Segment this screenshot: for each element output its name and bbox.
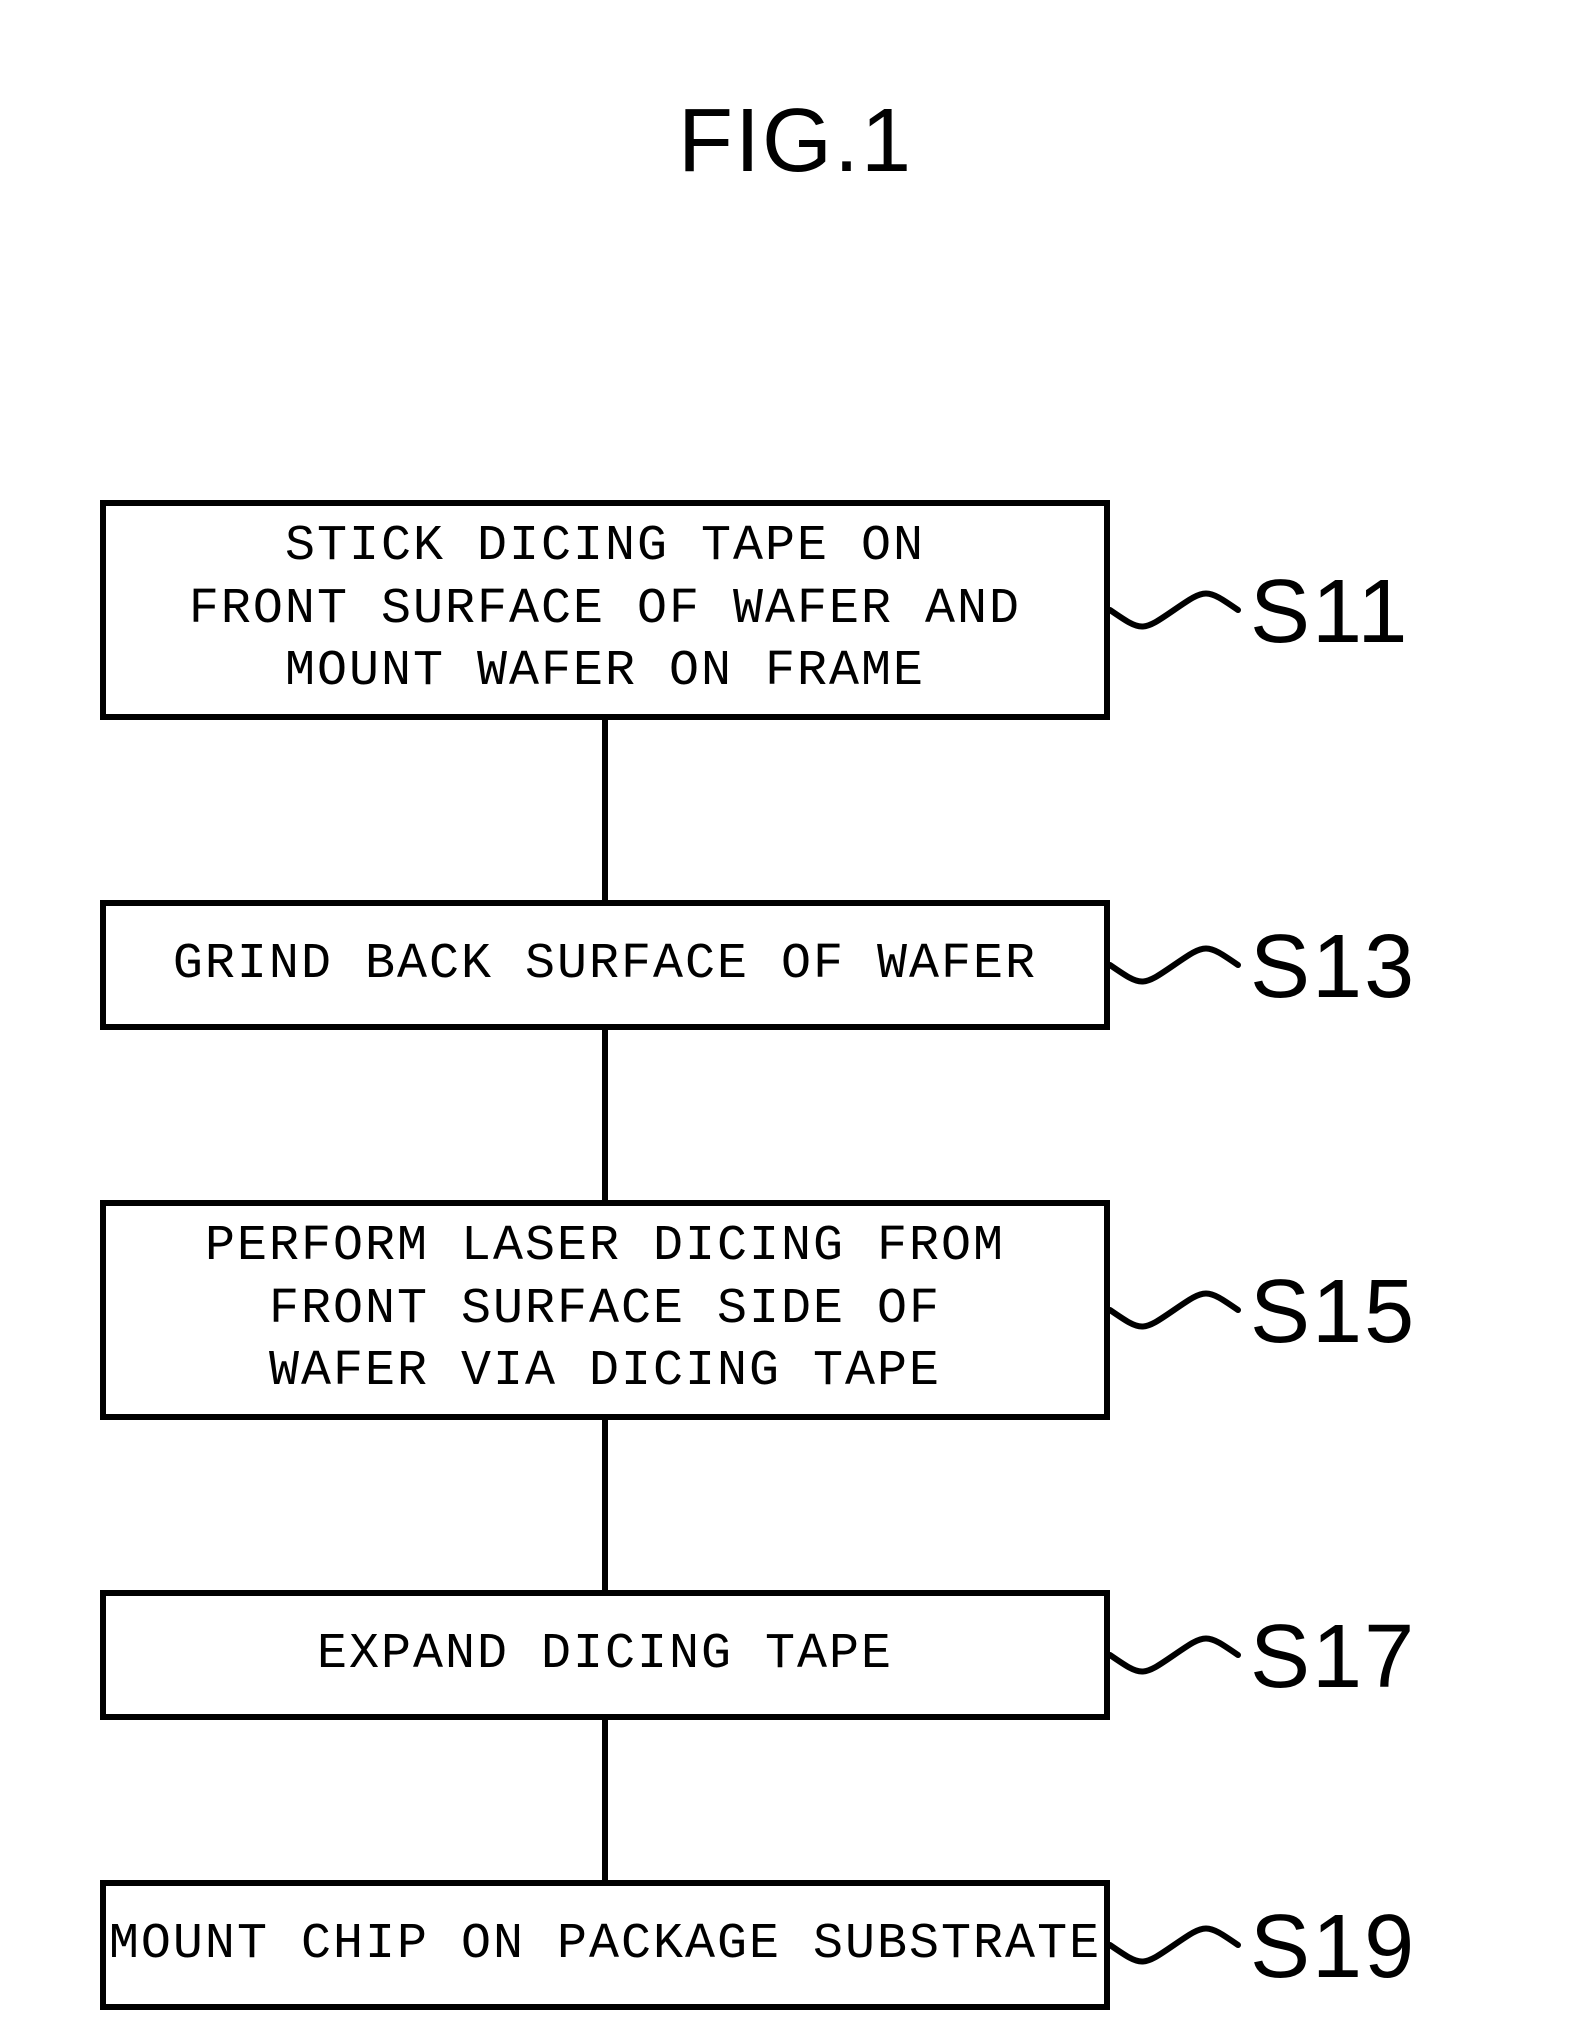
- flow-step-s15: PERFORM LASER DICING FROM FRONT SURFACE …: [100, 1200, 1110, 1420]
- flow-step-s11: STICK DICING TAPE ON FRONT SURFACE OF WA…: [100, 500, 1110, 720]
- figure-title: FIG.1: [0, 90, 1591, 193]
- step-label-s19: S19: [1250, 1896, 1416, 1999]
- flow-connector-s17-s19: [602, 1720, 608, 1880]
- flow-connector-s15-s17: [602, 1420, 608, 1590]
- step-leader-s11: [1110, 575, 1238, 645]
- step-label-s15: S15: [1250, 1261, 1416, 1364]
- step-leader-s17: [1110, 1620, 1238, 1690]
- flow-connector-s11-s13: [602, 720, 608, 900]
- step-leader-s19: [1110, 1910, 1238, 1980]
- step-label-s13: S13: [1250, 916, 1416, 1019]
- flow-step-s19: MOUNT CHIP ON PACKAGE SUBSTRATE: [100, 1880, 1110, 2010]
- step-leader-s15: [1110, 1275, 1238, 1345]
- flow-connector-s13-s15: [602, 1030, 608, 1200]
- step-leader-s13: [1110, 930, 1238, 1000]
- step-label-s17: S17: [1250, 1606, 1416, 1709]
- flow-step-s13: GRIND BACK SURFACE OF WAFER: [100, 900, 1110, 1030]
- flow-step-s17: EXPAND DICING TAPE: [100, 1590, 1110, 1720]
- step-label-s11: S11: [1250, 561, 1409, 664]
